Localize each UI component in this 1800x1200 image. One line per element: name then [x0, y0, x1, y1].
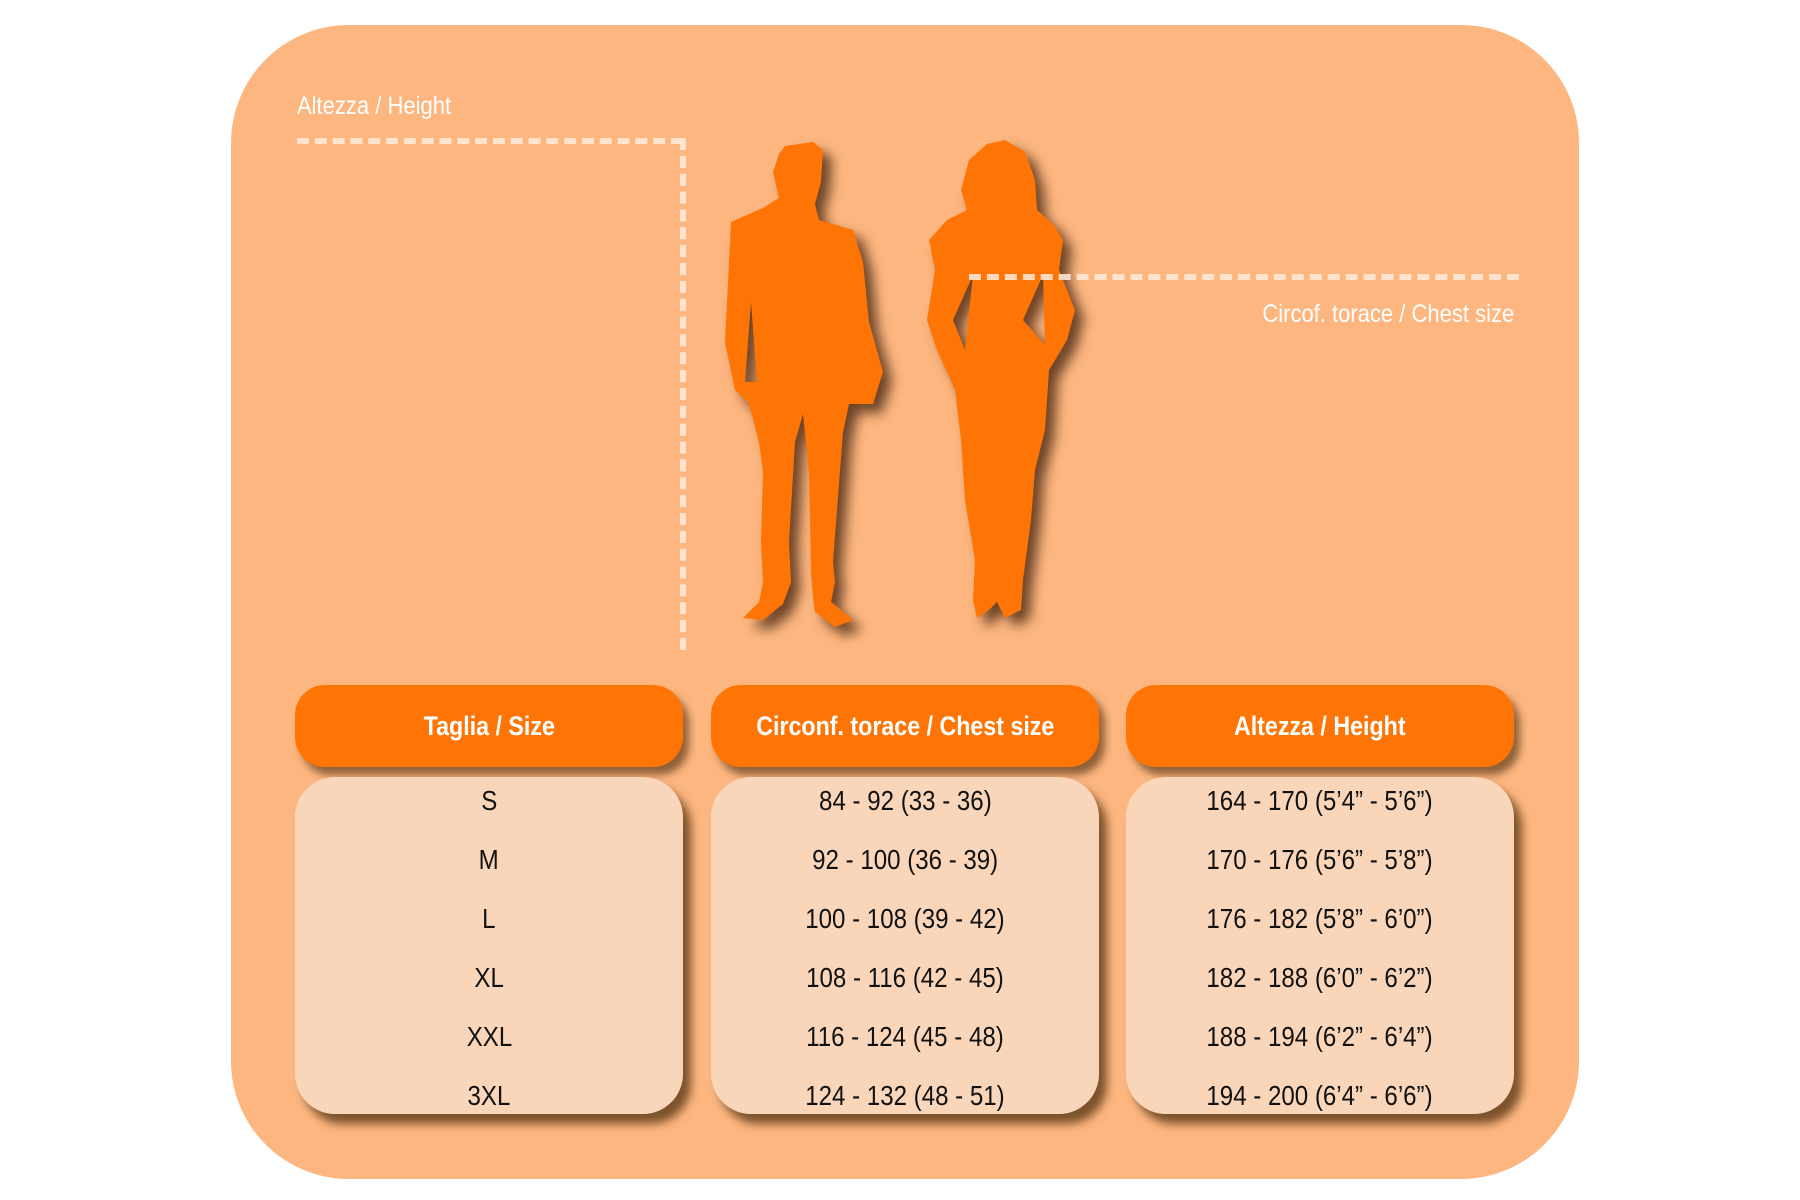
column-body: 164 - 170 (5’4” - 5’6”) 170 - 176 (5’6” … — [1126, 777, 1514, 1114]
table-cell: S — [480, 785, 498, 816]
table-cell: 176 - 182 (5’8” - 6’0”) — [1206, 903, 1434, 934]
woman-silhouette-icon — [927, 140, 1075, 618]
table-cell: 182 - 188 (6’0” - 6’2”) — [1206, 962, 1434, 993]
height-guide-horizontal — [297, 138, 683, 144]
table-cell: 92 - 100 (36 - 39) — [811, 844, 999, 875]
table-cell: M — [478, 844, 500, 875]
chest-guide-line — [969, 274, 1519, 280]
column-header: Taglia / Size — [295, 685, 683, 767]
table-cell: XL — [474, 962, 504, 993]
table-cell: 108 - 116 (42 - 45) — [806, 962, 1004, 993]
table-cell: XXL — [466, 1021, 512, 1052]
table-cell: 3XL — [467, 1080, 511, 1111]
column-body: 84 - 92 (33 - 36) 92 - 100 (36 - 39) 100… — [711, 777, 1099, 1114]
table-cell: 164 - 170 (5’4” - 5’6”) — [1206, 785, 1434, 816]
column-header: Circonf. torace / Chest size — [711, 685, 1099, 767]
table-cell: 188 - 194 (6’2” - 6’4”) — [1206, 1021, 1434, 1052]
table-cell: 84 - 92 (33 - 36) — [818, 785, 992, 816]
table-cell: L — [482, 903, 496, 934]
chest-label: Circof. torace / Chest size — [1262, 300, 1514, 328]
column-body: S M L XL XXL 3XL — [295, 777, 683, 1114]
man-silhouette-icon — [725, 142, 883, 627]
table-cell: 194 - 200 (6’4” - 6’6”) — [1206, 1080, 1434, 1111]
height-guide-vertical — [680, 138, 686, 650]
height-label: Altezza / Height — [297, 92, 452, 120]
header-text: Altezza / Height — [1234, 710, 1406, 741]
header-text: Taglia / Size — [423, 710, 555, 741]
table-cell: 116 - 124 (45 - 48) — [806, 1021, 1004, 1052]
header-text: Circonf. torace / Chest size — [755, 710, 1055, 741]
table-cell: 124 - 132 (48 - 51) — [805, 1080, 1005, 1111]
column-header: Altezza / Height — [1126, 685, 1514, 767]
table-cell: 100 - 108 (39 - 42) — [805, 903, 1005, 934]
table-cell: 170 - 176 (5’6” - 5’8”) — [1206, 844, 1434, 875]
